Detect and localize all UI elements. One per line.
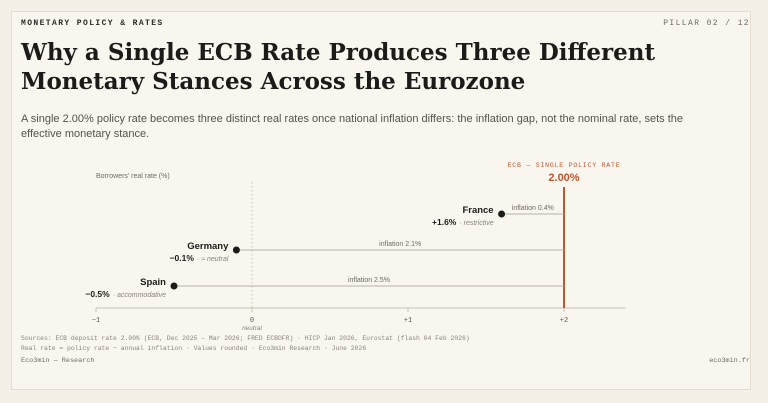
sources-note: Sources: ECB deposit rate 2.00% (ECB, De… (21, 334, 470, 354)
inflation-label: inflation 0.4% (512, 205, 554, 212)
section-kicker: MONETARY POLICY & RATES (21, 19, 164, 28)
country-label: Spain (140, 277, 166, 288)
y-axis-label: Borrowers' real rate (%) (96, 173, 170, 180)
title-line-2: Monetary Stances Across the Eurozone (21, 68, 526, 95)
pillar-counter: PILLAR 02 / 12 (663, 19, 750, 28)
country-label: Germany (187, 241, 229, 252)
policy-rate-caption: ECB — SINGLE POLICY RATE (508, 162, 621, 169)
real-rate-value-label: −0.5% · accommodative (85, 289, 166, 299)
real-rate-value: +1.6% (432, 217, 457, 227)
real-rate-dot (232, 246, 240, 254)
sources-line-2: Real rate = policy rate − annual inflati… (21, 345, 367, 352)
sources-line-1: Sources: ECB deposit rate 2.00% (ECB, De… (21, 335, 470, 342)
x-tick-label: 0 (250, 317, 254, 325)
stance-label: · restrictive (459, 220, 493, 227)
x-tick-label: −1 (92, 317, 100, 325)
zero-neutral-label: neutral (242, 325, 262, 332)
x-tick-label: +2 (560, 317, 568, 325)
real-rate-value-label: −0.1% · ≈ neutral (170, 253, 229, 263)
inflation-label: inflation 2.5% (348, 277, 390, 284)
x-tick-label: +1 (404, 317, 412, 325)
stance-label: · ≈ neutral (197, 256, 229, 263)
page-subtitle: A single 2.00% policy rate becomes three… (21, 113, 684, 140)
infographic-card (11, 11, 751, 390)
policy-rate-value: 2.00% (548, 172, 579, 184)
footer-brand: Eco3min — Research (21, 357, 95, 365)
country-label: France (462, 205, 493, 216)
real-rate-value-label: +1.6% · restrictive (432, 217, 494, 227)
real-rate-dot (170, 282, 178, 290)
real-rate-dot (498, 210, 506, 218)
real-rate-value: −0.1% (170, 253, 195, 263)
title-line-1: Why a Single ECB Rate Produces Three Dif… (21, 39, 656, 66)
real-rate-value: −0.5% (85, 289, 110, 299)
stance-label: · accommodative (113, 292, 166, 299)
footer-site-link[interactable]: eco3min.fr (709, 357, 750, 365)
inflation-label: inflation 2.1% (379, 241, 421, 248)
page-title: Why a Single ECB Rate Produces Three Dif… (21, 38, 721, 96)
